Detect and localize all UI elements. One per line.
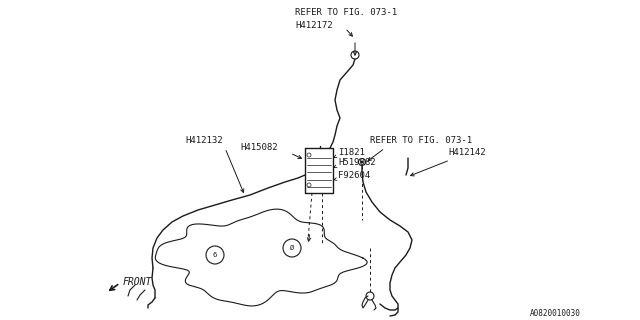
Text: FRONT: FRONT: [123, 277, 152, 287]
Text: H415082: H415082: [240, 143, 278, 152]
Text: A0820010030: A0820010030: [530, 309, 581, 318]
Text: H519082: H519082: [338, 158, 376, 167]
Text: Ø: Ø: [290, 245, 294, 251]
Text: H412172: H412172: [295, 21, 333, 30]
Text: 6: 6: [213, 252, 217, 258]
Text: H412132: H412132: [185, 136, 223, 145]
Text: I1821: I1821: [338, 148, 365, 157]
Text: REFER TO FIG. 073-1: REFER TO FIG. 073-1: [370, 136, 472, 145]
Text: H412142: H412142: [448, 148, 486, 157]
Circle shape: [360, 161, 364, 164]
Text: F92604: F92604: [338, 171, 371, 180]
Text: REFER TO FIG. 073-1: REFER TO FIG. 073-1: [295, 8, 397, 17]
